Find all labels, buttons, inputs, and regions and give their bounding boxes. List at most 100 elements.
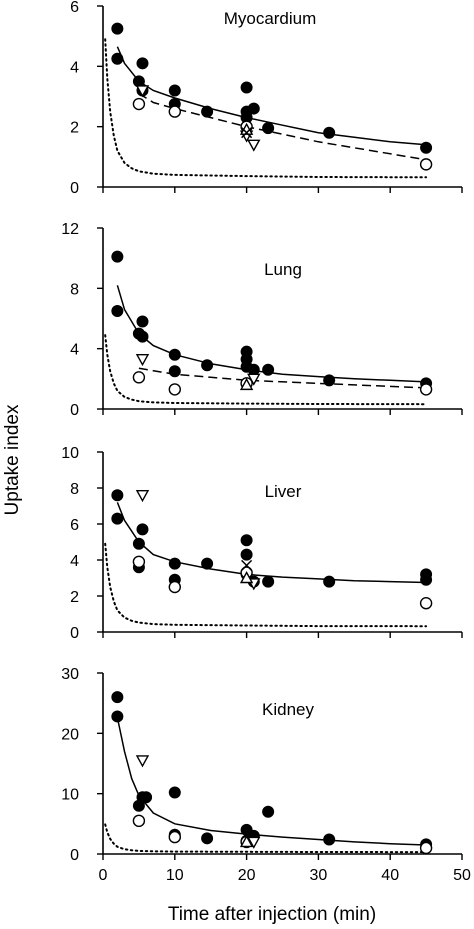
- data-point-filled-circle: [136, 330, 149, 343]
- data-point-filled-circle: [262, 575, 275, 588]
- panel-title: Liver: [265, 482, 302, 501]
- data-point-filled-circle: [240, 81, 253, 94]
- data-point-filled-circle: [201, 832, 214, 845]
- x-tick-label: 40: [381, 867, 399, 884]
- panel-title: Kidney: [262, 700, 314, 719]
- data-point-open-triangle-down: [135, 490, 150, 503]
- panels: 0 2 4 6 Myocardium 0 4 8 12 Lung 0 2 4 6 8 10 Liver 0 10 20…: [61, 0, 463, 864]
- data-point-open-circle: [132, 97, 146, 111]
- dotted-line-curve: [104, 542, 428, 628]
- data-point-filled-circle: [323, 833, 336, 846]
- panel-liver: 0 2 4 6 8 10 Liver: [61, 445, 463, 642]
- dotted-line-curve: [104, 38, 428, 179]
- data-point-open-triangle-up: [239, 571, 254, 584]
- data-point-filled-circle: [323, 575, 336, 588]
- x-tick-label: 0: [99, 867, 108, 884]
- x-tick-label: 30: [310, 867, 328, 884]
- data-point-open-circle: [168, 105, 182, 118]
- data-point-open-triangle-up: [239, 377, 254, 391]
- data-point-open-circle: [168, 830, 182, 844]
- data-point-filled-circle: [168, 365, 181, 378]
- data-point-x-cross: [241, 127, 253, 139]
- data-point-open-circle: [419, 841, 433, 855]
- data-point-filled-circle: [111, 22, 124, 35]
- data-point-filled-circle: [111, 304, 124, 317]
- data-point-open-triangle-down: [135, 85, 150, 98]
- y-tick-label: 30: [61, 666, 79, 683]
- y-tick-label: 6: [70, 0, 79, 16]
- data-point-open-triangle-down: [135, 354, 150, 367]
- y-tick-label: 12: [61, 221, 79, 238]
- data-point-filled-circle: [240, 548, 253, 561]
- data-point-open-triangle-down: [247, 139, 261, 152]
- y-tick-label: 20: [61, 726, 79, 743]
- y-tick-label: 2: [70, 120, 79, 137]
- x-tick-label: 20: [238, 867, 256, 884]
- data-point-filled-circle: [140, 791, 153, 804]
- panel-title: Lung: [264, 260, 302, 279]
- data-point-x-cross: [241, 559, 253, 571]
- y-tick-label: 4: [70, 342, 79, 359]
- data-point-filled-circle: [132, 537, 145, 550]
- y-tick-label: 0: [70, 180, 79, 197]
- data-point-filled-circle: [111, 52, 124, 65]
- data-point-open-circle: [132, 371, 146, 384]
- solid-line-curve: [116, 717, 427, 846]
- y-tick-label: 2: [70, 589, 79, 606]
- panel-myocardium: 0 2 4 6 Myocardium: [70, 0, 463, 197]
- data-point-open-circle: [419, 383, 433, 396]
- data-point-filled-circle: [168, 786, 181, 799]
- data-point-filled-circle: [111, 691, 124, 704]
- data-point-filled-circle: [262, 363, 275, 376]
- data-point-open-circle: [168, 580, 182, 594]
- data-point-filled-circle: [168, 348, 181, 361]
- y-tick-label: 8: [70, 281, 79, 298]
- data-point-open-circle: [419, 597, 433, 610]
- x-axis-title: Time after injection (min): [168, 904, 376, 925]
- data-point-filled-circle: [247, 102, 260, 115]
- panel-lung: 0 4 8 12 Lung: [61, 221, 463, 419]
- panel-kidney: 0 10 20 30 Kidney: [61, 666, 463, 864]
- data-point-open-triangle-down: [247, 373, 261, 386]
- data-point-filled-circle: [136, 523, 149, 536]
- y-tick-label: 0: [70, 402, 79, 419]
- data-point-filled-circle: [168, 557, 181, 570]
- data-point-open-circle: [168, 383, 182, 396]
- panel-title: Myocardium: [224, 9, 317, 28]
- data-point-filled-circle: [136, 57, 149, 70]
- data-point-filled-circle: [111, 250, 124, 263]
- data-point-open-circle: [419, 158, 433, 171]
- x-tick-label: 50: [453, 867, 471, 884]
- dashed-line-curve: [138, 92, 427, 161]
- y-axis-title: Uptake index: [2, 404, 23, 515]
- data-point-filled-circle: [168, 84, 181, 97]
- data-point-filled-circle: [262, 122, 275, 135]
- data-point-open-circle: [132, 814, 146, 828]
- y-tick-label: 0: [70, 847, 79, 864]
- dotted-line-curve: [104, 334, 428, 406]
- data-point-filled-circle: [323, 374, 336, 387]
- data-point-filled-circle: [111, 489, 124, 502]
- data-point-filled-circle: [240, 534, 253, 547]
- dashed-line-curve: [138, 367, 427, 389]
- data-point-filled-circle: [201, 557, 214, 570]
- solid-line-curve: [116, 502, 427, 584]
- y-tick-label: 4: [70, 553, 79, 570]
- data-point-filled-circle: [201, 359, 214, 372]
- x-tick-label: 10: [166, 867, 184, 884]
- data-point-filled-circle: [420, 573, 433, 586]
- y-tick-label: 8: [70, 481, 79, 498]
- y-tick-label: 10: [61, 445, 79, 462]
- data-point-filled-circle: [323, 126, 336, 139]
- data-point-open-triangle-down: [247, 836, 261, 849]
- data-point-filled-circle: [111, 512, 124, 525]
- data-point-open-triangle-down: [135, 755, 150, 768]
- y-tick-label: 10: [61, 787, 79, 804]
- x-tick-labels: 0 10 20 30 40 50: [99, 867, 471, 884]
- data-point-open-triangle-up: [239, 834, 254, 848]
- data-point-filled-circle: [111, 710, 124, 723]
- data-point-filled-circle: [201, 105, 214, 118]
- y-tick-label: 4: [70, 59, 79, 76]
- y-tick-label: 6: [70, 517, 79, 534]
